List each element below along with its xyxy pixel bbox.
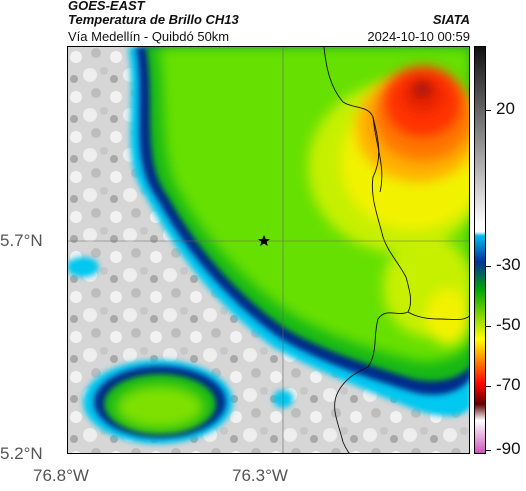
colorbar-tick [486,266,491,267]
brightness-temperature-image [68,47,469,453]
title-product: Temperatura de Brillo CH13 [68,12,239,27]
star-icon[interactable] [258,235,270,246]
colorbar-label-minus70: -70 [496,375,521,394]
colorbar-label-20: 20 [496,99,515,118]
lon-label-76.8: 76.8°W [33,466,89,485]
source-label: SIATA [432,12,470,27]
colorbar-tick [486,386,491,387]
colorbar-tick [486,450,491,451]
timestamp: 2024-10-10 00:59 [367,29,470,44]
title-satellite: GOES-EAST [68,0,145,13]
coastline-borders [323,47,469,453]
cloud-red-core [385,67,461,137]
colorbar-label-minus30: -30 [496,255,521,274]
lon-label-76.3: 76.3°W [232,466,288,485]
colorbar-label-minus50: -50 [496,315,521,334]
satellite-map[interactable] [67,46,470,454]
colorbar-label-minus90: -90 [496,439,521,458]
colorbar-tick [486,110,491,111]
colorbar [474,46,486,454]
lat-label-5.7: 5.7°N [0,231,43,250]
colorbar-tick [486,326,491,327]
subtitle-route: Vía Medellín - Quibdó 50km [68,29,230,44]
lat-label-5.2: 5.2°N [0,444,43,463]
